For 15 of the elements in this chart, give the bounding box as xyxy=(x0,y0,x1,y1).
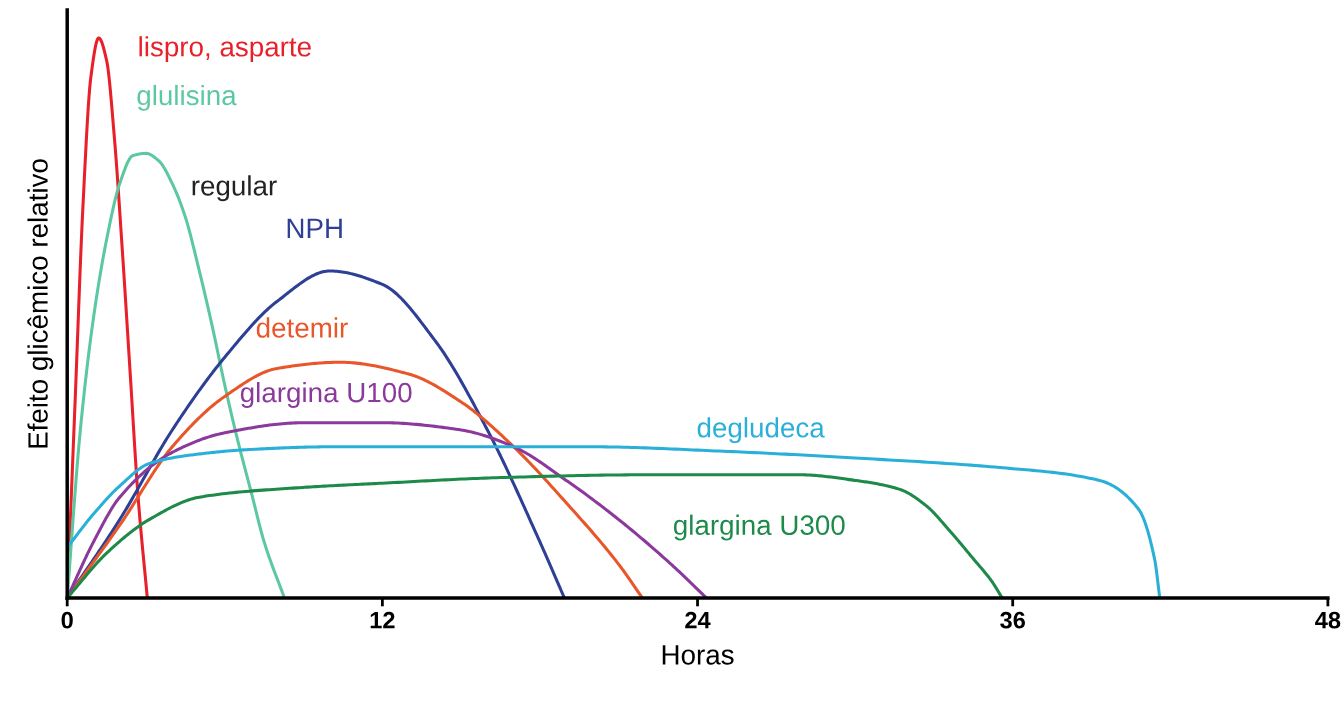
y-axis-title: Efeito glicêmico relativo xyxy=(27,159,54,448)
series-label: lispro, asparte xyxy=(139,36,311,63)
series-label: degludeca xyxy=(697,417,825,444)
series-label: glargina U100 xyxy=(240,381,412,408)
x-tick-label: 24 xyxy=(685,611,711,629)
series-label: detemir xyxy=(256,317,348,338)
x-axis-title: Horas xyxy=(662,645,734,665)
x-tick-label: 0 xyxy=(61,611,73,629)
series-label: glulisina xyxy=(137,84,237,111)
series-label: NPH xyxy=(287,218,342,238)
x-tick-label: 48 xyxy=(1315,611,1341,629)
x-tick-label: 36 xyxy=(1000,611,1025,629)
annotation: regular xyxy=(192,175,277,202)
x-tick-label: 12 xyxy=(370,611,395,629)
series-label: glargina U300 xyxy=(673,514,845,541)
